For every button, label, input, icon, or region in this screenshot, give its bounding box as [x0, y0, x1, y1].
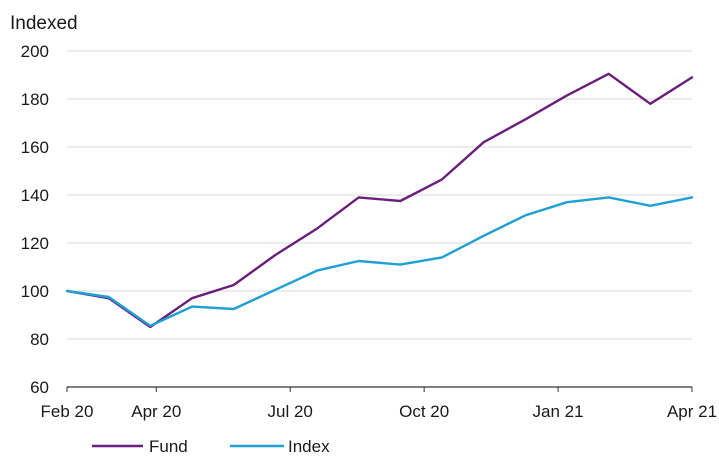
y-axis-label: Indexed	[10, 13, 78, 34]
y-tick-label: 200	[21, 42, 49, 61]
x-tick-label: Jul 20	[268, 402, 313, 421]
series-line-index	[65, 196, 694, 327]
x-tick-label: Jan 21	[533, 402, 584, 421]
x-tick-label: Feb 20	[41, 402, 94, 421]
legend-label-index: Index	[288, 437, 330, 452]
legend-label-fund: Fund	[149, 437, 188, 452]
gridlines	[67, 50, 692, 388]
y-tick-label: 80	[30, 330, 49, 349]
y-axis-ticks: 60 80 100 120 140 160 180 200	[21, 42, 49, 397]
y-tick-label: 180	[21, 90, 49, 109]
y-tick-label: 160	[21, 138, 49, 157]
x-tick-label: Apr 21	[667, 402, 717, 421]
y-tick-label: 100	[21, 282, 49, 301]
x-tick-label: Apr 20	[131, 402, 181, 421]
legend: Fund Index	[92, 437, 330, 456]
y-tick-label: 60	[30, 378, 49, 397]
x-axis-ticks: Feb 20 Apr 20 Jul 20 Oct 20 Jan 21 Apr 21	[41, 387, 717, 421]
series-lines	[65, 72, 694, 329]
x-tick-label: Oct 20	[399, 402, 449, 421]
series-line-fund	[65, 72, 694, 329]
y-tick-label: 120	[21, 234, 49, 253]
y-tick-label: 140	[21, 186, 49, 205]
